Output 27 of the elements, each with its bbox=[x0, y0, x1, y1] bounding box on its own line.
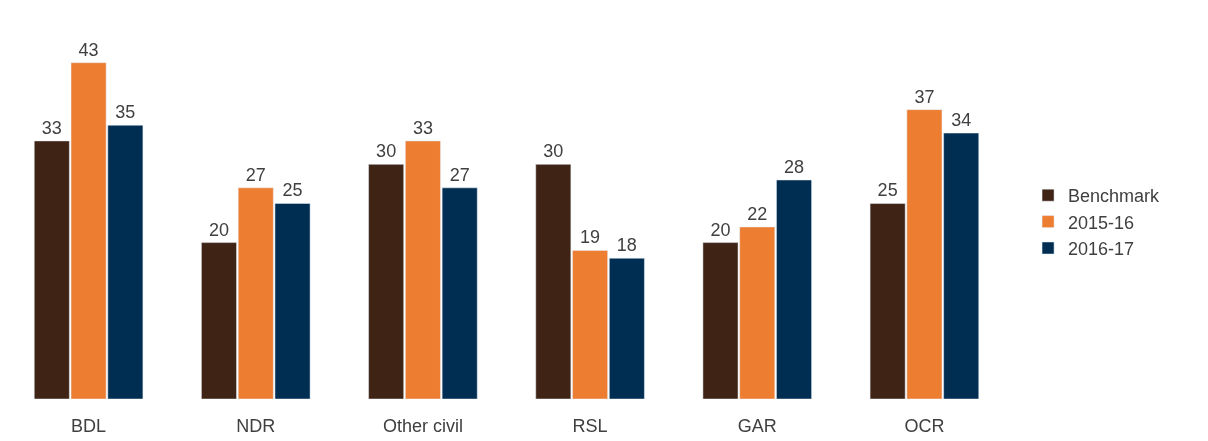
x-tick-label: Other civil bbox=[382, 415, 463, 436]
data-label: 27 bbox=[245, 164, 266, 185]
data-label: 37 bbox=[914, 86, 935, 107]
x-tick-label: BDL bbox=[71, 415, 107, 436]
x-tick-label: RSL bbox=[572, 415, 608, 436]
data-label: 25 bbox=[282, 180, 303, 201]
data-label: 28 bbox=[784, 157, 805, 178]
data-label: 19 bbox=[580, 227, 601, 248]
x-tick-label: GAR bbox=[737, 415, 777, 436]
data-label: 30 bbox=[376, 141, 397, 162]
data-label: 20 bbox=[710, 219, 731, 240]
data-label: 18 bbox=[616, 235, 637, 256]
x-tick-label: NDR bbox=[236, 415, 276, 436]
data-label: 33 bbox=[41, 117, 62, 138]
data-label: 30 bbox=[543, 141, 564, 162]
data-label: 33 bbox=[412, 117, 433, 138]
legend-label: Benchmark bbox=[1068, 186, 1161, 207]
legend-label: 2016-17 bbox=[1068, 239, 1135, 260]
legend-label: 2015-16 bbox=[1068, 212, 1135, 233]
data-label: 27 bbox=[449, 164, 470, 185]
data-label: 22 bbox=[747, 203, 768, 224]
data-label: 34 bbox=[951, 110, 972, 131]
data-label: 20 bbox=[208, 219, 229, 240]
data-label: 25 bbox=[877, 180, 898, 201]
data-label: 43 bbox=[78, 39, 99, 60]
data-label: 35 bbox=[115, 102, 136, 123]
x-tick-label: OCR bbox=[904, 415, 945, 436]
